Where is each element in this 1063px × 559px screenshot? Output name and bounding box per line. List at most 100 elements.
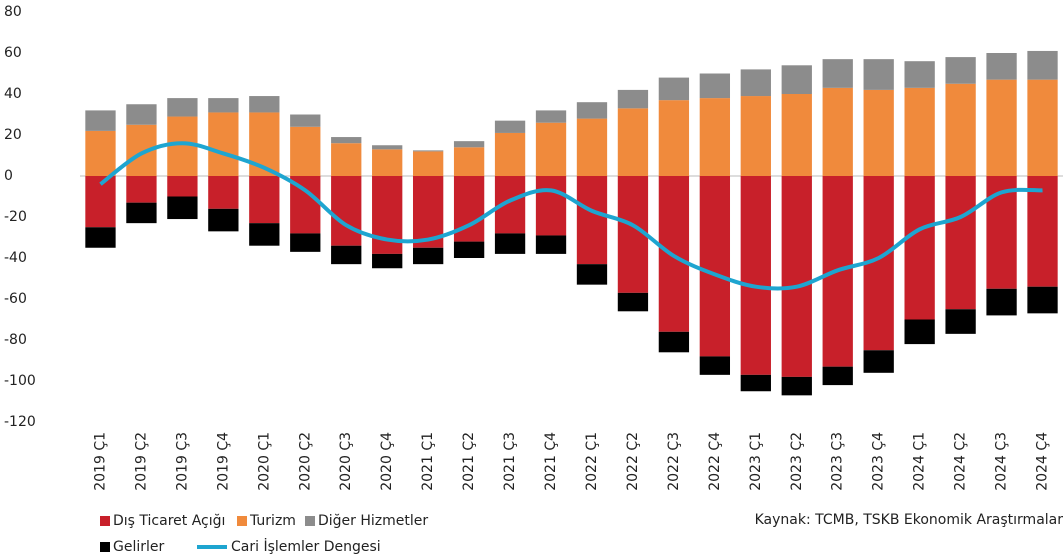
bar-segment: [249, 176, 280, 224]
x-tick-label: 2024 Ç2: [953, 432, 969, 491]
bar-segment: [904, 61, 935, 88]
bar-segment: [986, 176, 1017, 289]
bar-segment: [822, 87, 853, 176]
x-tick-label: 2019 Ç3: [174, 432, 190, 491]
bar-segment: [290, 233, 321, 252]
line-series: [99, 141, 1043, 291]
bar-segment: [822, 366, 853, 386]
bar-segment: [331, 137, 362, 144]
bar-segment: [740, 374, 771, 392]
x-tick-label: 2019 Ç1: [92, 432, 108, 491]
bar-segment: [945, 83, 976, 176]
bar-segment: [617, 292, 649, 312]
bar-segment: [1027, 286, 1058, 314]
x-tick-label: 2020 Ç1: [256, 432, 272, 491]
bar-segment: [290, 126, 321, 176]
bar-segment: [904, 176, 935, 320]
bar-segment: [781, 65, 812, 94]
bar-segment: [372, 145, 403, 150]
legend-label: Turizm: [249, 513, 296, 529]
y-tick-label: 0: [4, 168, 13, 184]
x-tick-label: 2019 Ç2: [133, 432, 149, 491]
y-tick-label: -40: [4, 250, 27, 266]
bar-segment: [453, 241, 485, 258]
bar-segment: [494, 132, 526, 176]
bar-segment: [781, 376, 812, 396]
bar-segment: [453, 147, 485, 176]
legend-swatch: [100, 542, 110, 552]
bar-segment: [699, 356, 731, 375]
bar-segment: [126, 104, 157, 125]
bar-segment: [126, 176, 157, 203]
bar-segment: [904, 87, 935, 176]
bar-segment: [986, 53, 1017, 80]
legend-label: Diğer Hizmetler: [318, 513, 428, 529]
bar-segment: [85, 110, 116, 131]
bar-segment: [412, 150, 444, 152]
bar-segment: [740, 96, 771, 176]
x-tick-label: 2023 Ç2: [789, 432, 805, 491]
bar-segment: [372, 253, 403, 269]
x-tick-label: 2021 Ç2: [461, 432, 477, 491]
bar-segment: [249, 96, 280, 113]
x-tick-label: 2024 Ç3: [994, 432, 1010, 491]
x-tick-label: 2021 Ç3: [502, 432, 518, 491]
y-tick-label: -100: [4, 373, 36, 389]
x-tick-label: 2023 Ç4: [871, 432, 887, 491]
bar-segment: [740, 176, 771, 375]
bar-segment: [863, 89, 894, 176]
bar-segment: [1027, 176, 1058, 287]
bar-segment: [494, 233, 526, 254]
bar-segment: [167, 98, 198, 117]
bar-segment: [617, 89, 649, 109]
bar-segment: [863, 59, 894, 90]
bar-segment: [986, 288, 1017, 316]
legend-swatch: [305, 516, 315, 526]
bar-segment: [331, 143, 362, 176]
bar-segment: [781, 176, 812, 377]
bar-segment: [167, 176, 198, 197]
bar-segment: [576, 102, 608, 119]
bar-segment: [535, 235, 567, 254]
bar-segment: [167, 196, 198, 220]
x-tick-label: 2022 Ç3: [666, 432, 682, 491]
bar-segment: [945, 57, 976, 84]
y-tick-label: 40: [4, 86, 22, 102]
bar-segment: [781, 94, 812, 176]
x-tick-label: 2020 Ç3: [338, 432, 354, 491]
bar-segment: [904, 319, 935, 345]
x-tick-label: 2021 Ç4: [543, 432, 559, 491]
bar-segment: [412, 151, 444, 176]
bar-segment: [85, 176, 116, 228]
bar-segment: [208, 176, 239, 209]
bar-segment: [699, 98, 731, 176]
bar-segment: [576, 118, 608, 176]
y-tick-label: -120: [4, 414, 36, 430]
x-tick-label: 2024 Ç1: [912, 432, 928, 491]
bar-segment: [576, 176, 608, 265]
bar-segment: [822, 59, 853, 88]
y-tick-label: 20: [4, 127, 22, 143]
bar-segment: [249, 223, 280, 246]
bar-segment: [699, 176, 731, 357]
x-tick-label: 2024 Ç4: [1035, 432, 1051, 491]
bar-segment: [699, 73, 731, 99]
bar-segment: [535, 110, 567, 123]
legend-label: Cari İşlemler Dengesi: [231, 537, 381, 555]
x-tick-label: 2023 Ç1: [748, 432, 764, 491]
legend-swatch: [100, 516, 110, 526]
bar-segment: [658, 77, 690, 101]
bar-segment: [986, 79, 1017, 176]
bar-segment: [863, 350, 894, 373]
x-tick-label: 2022 Ç1: [584, 432, 600, 491]
bar-segment: [453, 141, 485, 148]
bar-segment: [208, 208, 239, 232]
legend-swatch: [237, 516, 247, 526]
bar-segment: [331, 245, 362, 265]
bar-segment: [1027, 79, 1058, 176]
bar-segment: [208, 112, 239, 176]
bar-segment: [85, 227, 116, 248]
bar-segment: [658, 331, 690, 353]
x-tick-label: 2021 Ç1: [420, 432, 436, 491]
